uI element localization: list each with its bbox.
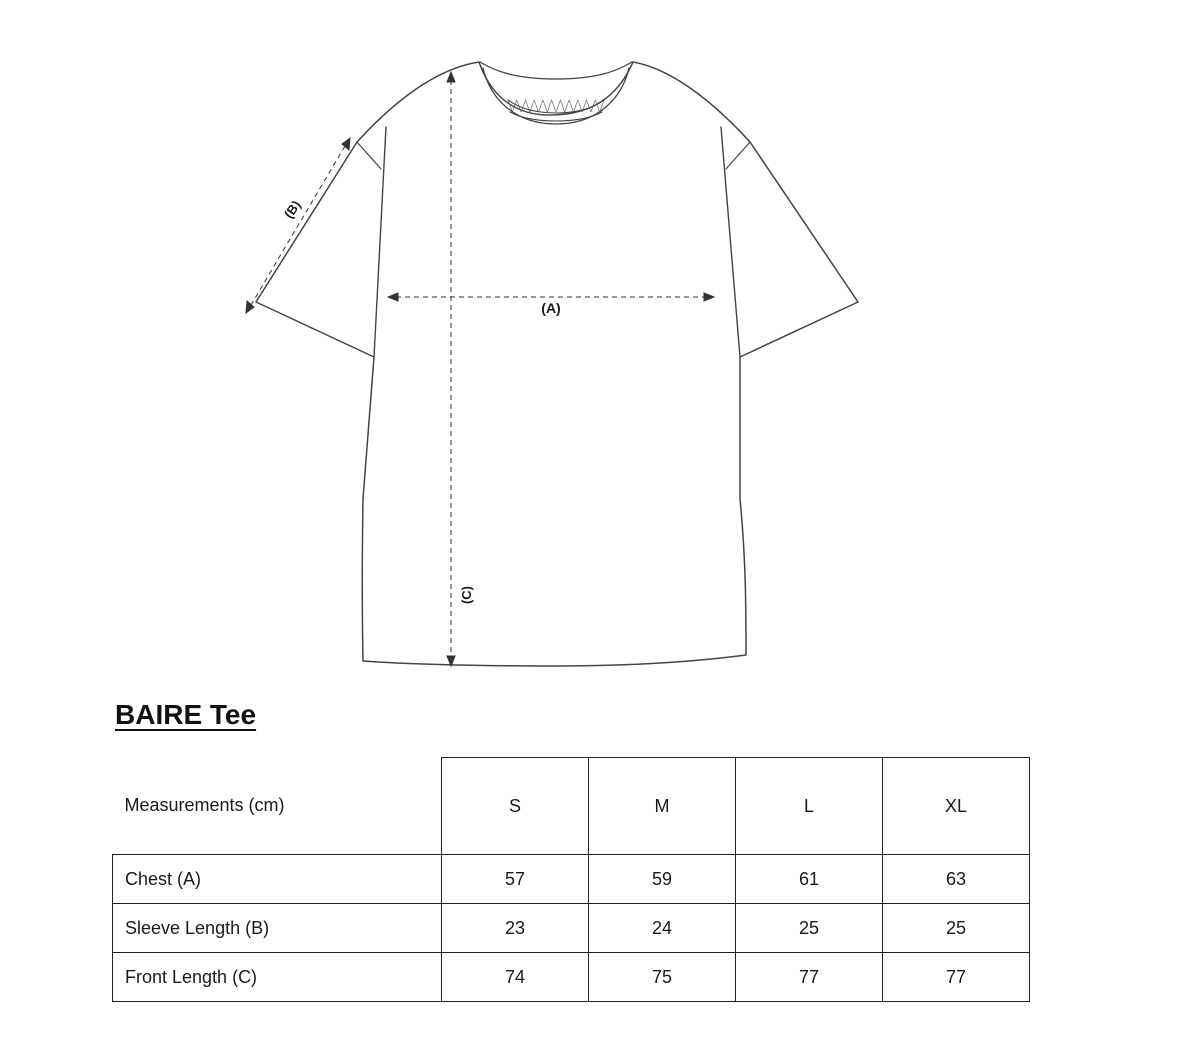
svg-text:(C): (C) (459, 586, 474, 604)
svg-text:(A): (A) (541, 300, 560, 316)
svg-text:(B): (B) (281, 198, 304, 221)
